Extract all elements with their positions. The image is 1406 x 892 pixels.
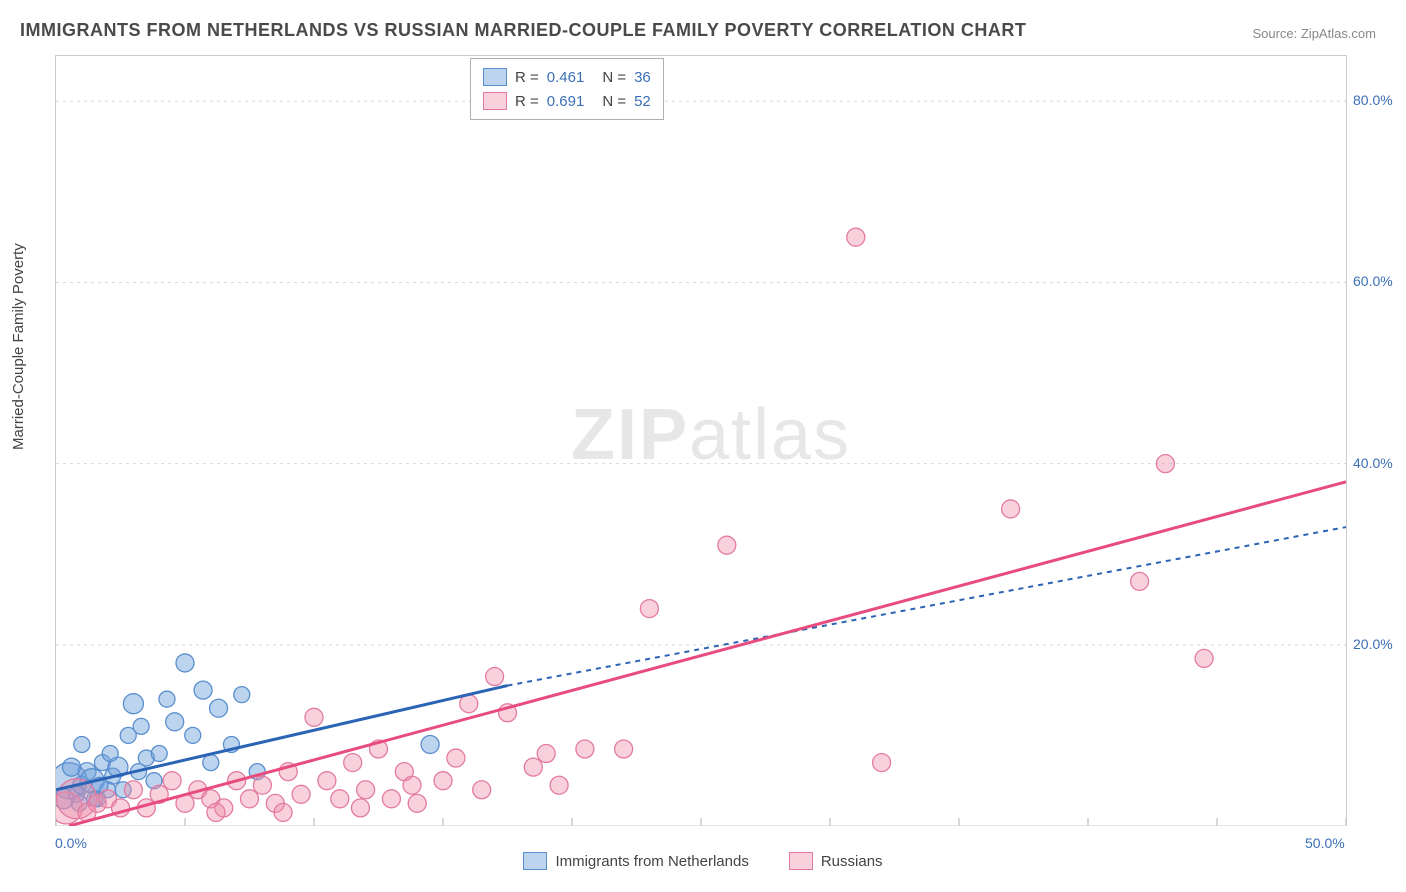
bottom-legend: Immigrants from Netherlands Russians xyxy=(0,852,1406,870)
legend-swatch-netherlands xyxy=(523,852,547,870)
swatch-netherlands xyxy=(483,68,507,86)
stats-row-russians: R = 0.691 N = 52 xyxy=(483,89,651,113)
source-value: ZipAtlas.com xyxy=(1301,26,1376,41)
y-tick-label: 60.0% xyxy=(1353,273,1393,289)
chart-container: IMMIGRANTS FROM NETHERLANDS VS RUSSIAN M… xyxy=(0,0,1406,892)
stat-n-label: N = xyxy=(602,93,626,110)
legend-item-russians: Russians xyxy=(789,852,883,870)
x-tick-label: 0.0% xyxy=(55,835,87,851)
y-tick-label: 20.0% xyxy=(1353,636,1393,652)
y-tick-label: 80.0% xyxy=(1353,92,1393,108)
stat-n-label: N = xyxy=(602,69,626,86)
chart-title: IMMIGRANTS FROM NETHERLANDS VS RUSSIAN M… xyxy=(20,20,1026,41)
legend-swatch-russians xyxy=(789,852,813,870)
swatch-russians xyxy=(483,92,507,110)
y-axis-label: Married-Couple Family Poverty xyxy=(10,243,27,450)
y-tick-label: 40.0% xyxy=(1353,455,1393,471)
source-attribution: Source: ZipAtlas.com xyxy=(1252,26,1376,41)
scatter-plot xyxy=(55,55,1347,826)
stat-r-value: 0.691 xyxy=(547,93,585,110)
legend-label: Immigrants from Netherlands xyxy=(555,853,748,870)
legend-label: Russians xyxy=(821,853,883,870)
stat-r-label: R = xyxy=(515,93,539,110)
x-tick-label: 50.0% xyxy=(1305,835,1345,851)
stat-n-value: 36 xyxy=(634,69,651,86)
source-label: Source: xyxy=(1252,26,1300,41)
stat-r-value: 0.461 xyxy=(547,69,585,86)
legend-item-netherlands: Immigrants from Netherlands xyxy=(523,852,748,870)
stat-n-value: 52 xyxy=(634,93,651,110)
correlation-stats-box: R = 0.461 N = 36 R = 0.691 N = 52 xyxy=(470,58,664,120)
stat-r-label: R = xyxy=(515,69,539,86)
stats-row-netherlands: R = 0.461 N = 36 xyxy=(483,65,651,89)
